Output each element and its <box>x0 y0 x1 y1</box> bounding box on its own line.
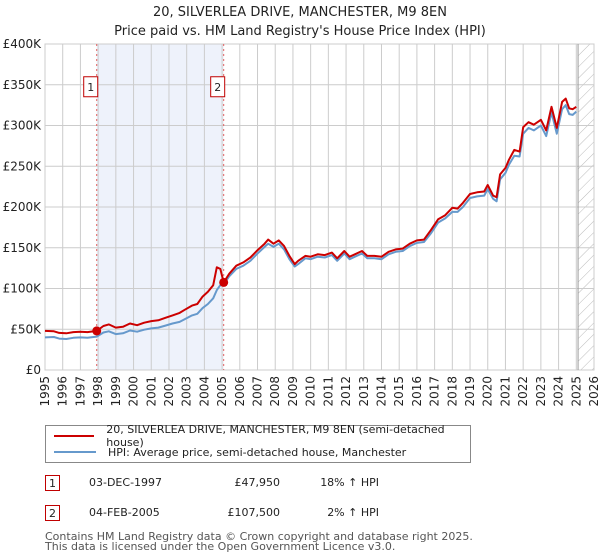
transaction-price: £47,950 <box>234 476 281 489</box>
annotation-label: 1 <box>87 81 94 94</box>
y-tick-label: £350K <box>3 78 43 92</box>
x-tick-label: 2022 <box>516 376 530 407</box>
x-tick-label: 2010 <box>304 376 318 407</box>
x-tick-label: 1999 <box>109 376 123 407</box>
chart-subtitle: Price paid vs. HM Land Registry's House … <box>114 24 486 39</box>
x-tick-label: 2009 <box>286 376 300 407</box>
x-tick-label: 2014 <box>374 376 388 407</box>
legend-swatch-property <box>54 435 95 437</box>
x-tick-label: 2015 <box>392 376 406 407</box>
y-tick-label: £50K <box>10 322 42 336</box>
sale-annotation: 1 <box>83 76 99 98</box>
x-tick-label: 2023 <box>534 376 548 407</box>
x-tick-label: 2016 <box>410 376 424 407</box>
y-tick-label: £250K <box>3 159 43 173</box>
x-tick-label: 2018 <box>445 376 459 407</box>
sale-point <box>92 326 102 336</box>
legend-swatch-hpi <box>54 451 96 453</box>
price-chart: £0 £50K £100K £150K £200K £250K £300K £350K £400… <box>3 37 600 407</box>
y-tick-label: £400K <box>3 37 43 51</box>
transaction-badge: 1 <box>45 475 60 491</box>
x-tick-label: 2006 <box>233 376 247 407</box>
transaction-date: 03-DEC-1997 <box>89 476 163 489</box>
transaction-badge: 2 <box>45 505 60 521</box>
x-tick-label: 2008 <box>268 376 282 407</box>
y-tick-label: £100K <box>3 282 43 296</box>
x-tick-label: 2001 <box>144 376 158 407</box>
attribution-footer: Contains HM Land Registry data © Crown c… <box>45 530 473 553</box>
sale-point <box>219 277 229 287</box>
x-tick-label: 2025 <box>569 376 583 407</box>
x-tick-label: 2002 <box>162 376 176 407</box>
x-tick-label: 2004 <box>197 376 211 407</box>
legend-label-property: 20, SILVERLEA DRIVE, MANCHESTER, M9 8EN … <box>106 423 445 449</box>
transaction-date: 04-FEB-2005 <box>89 506 160 519</box>
x-tick-label: 2003 <box>180 376 194 407</box>
plot-frame <box>44 43 595 371</box>
x-tick-label: 2000 <box>127 376 141 407</box>
legend-item-hpi: HPI: Average price, semi-detached house,… <box>46 444 406 460</box>
legend-label-hpi: HPI: Average price, semi-detached house,… <box>108 445 407 459</box>
x-tick-label: 1996 <box>56 376 70 407</box>
x-tick-label: 2013 <box>357 376 371 407</box>
attribution-line-2: This data is licensed under the Open Gov… <box>45 540 396 553</box>
series-line-hpi <box>44 104 577 340</box>
series-line-property <box>44 97 577 335</box>
sale-annotation: 2 <box>210 76 226 98</box>
x-tick-label: 2012 <box>339 376 353 407</box>
x-tick-label: 2017 <box>428 376 442 407</box>
x-tick-label: 1995 <box>38 376 52 407</box>
x-tick-label: 2021 <box>498 376 512 407</box>
x-tick-label: 1997 <box>73 376 87 407</box>
y-tick-label: £200K <box>3 200 43 214</box>
x-tick-label: 2026 <box>587 376 600 407</box>
y-tick-label: £0 <box>26 363 41 377</box>
x-tick-label: 2024 <box>552 376 566 407</box>
transaction-hpi-diff: 2% ↑ HPI <box>327 506 379 519</box>
x-tick-label: 1998 <box>91 376 105 407</box>
chart-legend: 20, SILVERLEA DRIVE, MANCHESTER, M9 8EN … <box>45 423 471 463</box>
attribution-line-1: Contains HM Land Registry data © Crown c… <box>45 530 473 543</box>
x-tick-label: 2020 <box>481 376 495 407</box>
y-tick-label: £300K <box>3 119 43 133</box>
y-tick-label: £150K <box>3 241 43 255</box>
x-tick-label: 2007 <box>251 376 265 407</box>
x-tick-label: 2019 <box>463 376 477 407</box>
annotation-box <box>83 76 99 98</box>
transaction-hpi-diff: 18% ↑ HPI <box>320 476 379 489</box>
x-tick-label: 2005 <box>215 376 229 407</box>
legend-item-property: 20, SILVERLEA DRIVE, MANCHESTER, M9 8EN … <box>46 423 470 449</box>
annotation-box <box>210 76 226 98</box>
annotation-label: 2 <box>214 81 221 94</box>
chart-title: 20, SILVERLEA DRIVE, MANCHESTER, M9 8EN <box>152 5 447 20</box>
x-tick-label: 2011 <box>321 376 335 407</box>
transaction-price: £107,500 <box>227 506 281 519</box>
